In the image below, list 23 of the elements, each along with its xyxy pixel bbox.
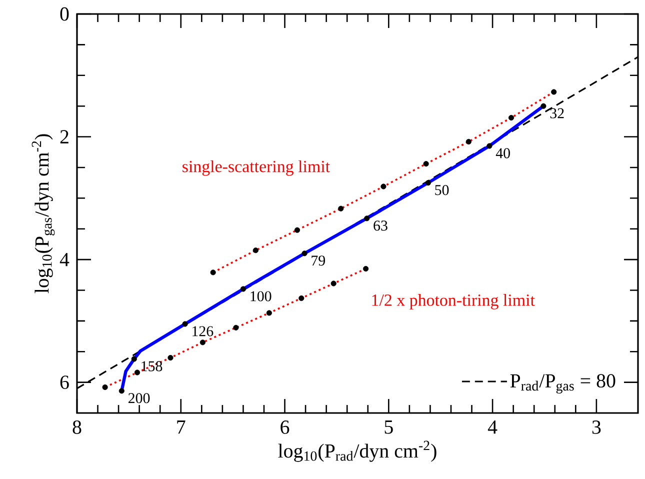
x-tick-label: 4	[488, 420, 498, 434]
x-axis-title: log$_{10}$(P$_{rad}$/dyn cm$^{-2}$)	[278, 440, 436, 462]
annotation: 63	[374, 220, 388, 231]
y-tick-label: 6	[60, 376, 69, 389]
x-tick-label: 3	[592, 420, 601, 434]
annotation: 79	[312, 256, 326, 266]
annotation: 40	[496, 148, 510, 158]
x-tick-label: 6	[280, 420, 290, 434]
annotation: 32	[550, 108, 564, 118]
annotation: 50	[435, 185, 449, 196]
annotation: 126	[192, 326, 214, 336]
y-tick-label: 0	[60, 7, 69, 21]
x-tick-label: 8	[72, 420, 82, 434]
annotation: single-scattering limit	[182, 160, 330, 176]
y-tick-label: 4	[60, 252, 70, 266]
legend-label: P$_{rad}$/P$_{gas}$ = 80	[510, 374, 616, 394]
annotation: 200	[128, 393, 150, 404]
x-tick-label: 7	[177, 420, 186, 434]
y-axis-title: log$_{10}$(P$_{gas}$/dyn cm$^{-2}$)	[32, 134, 55, 294]
annotation: 1/2 x photon-tiring limit	[372, 294, 535, 310]
y-tick-label: 2	[60, 130, 68, 144]
annotation: 100	[250, 291, 272, 302]
x-tick-label: 5	[384, 420, 393, 434]
